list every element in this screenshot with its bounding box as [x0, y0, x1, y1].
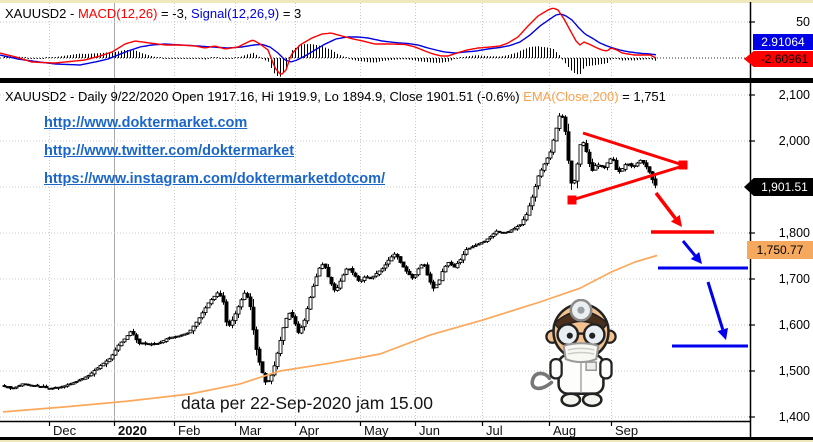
macd-panel-title: XAUUSD2 - MACD(12,26) = -3, Signal(12,26…	[5, 6, 301, 21]
x-axis-month-label: Sep	[615, 423, 639, 438]
macd-value-badge: -2.60961	[744, 51, 813, 67]
bottom-border-line	[0, 437, 813, 440]
ohlc-summary-label: XAUUSD2 - Daily 9/22/2020 Open 1917.16, …	[5, 89, 524, 104]
price-axis-label: 1,800	[778, 225, 810, 240]
instagram-link[interactable]: https://www.instagram.com/doktermarketdo…	[44, 171, 386, 187]
x-axis-month-label: 2020	[118, 423, 147, 438]
annotation-line	[571, 164, 684, 202]
ema-value-label: = 1,751	[618, 89, 666, 104]
price-axis-label: 1,400	[778, 409, 810, 424]
social-links: http://www.doktermarket.com http://www.t…	[44, 115, 385, 199]
x-axis-month-label: May	[364, 423, 389, 438]
main-panel-title: XAUUSD2 - Daily 9/22/2020 Open 1917.16, …	[5, 89, 666, 104]
x-axis-month-label: Apr	[299, 423, 320, 438]
data-timestamp-note: data per 22-Sep-2020 jam 15.00	[181, 393, 433, 413]
x-axis-month-label: Jun	[419, 423, 440, 438]
price-axis-label: 1,500	[778, 363, 810, 378]
ema-price-badge: 1,750.77	[747, 241, 813, 259]
x-axis-month-label: Aug	[553, 423, 577, 438]
price-axis-label: 2,100	[778, 87, 810, 102]
price-axis-label: 1,600	[778, 317, 810, 332]
top-edge-strip	[0, 0, 813, 3]
mascot-tail	[530, 371, 554, 391]
symbol-label: XAUUSD2 -	[5, 6, 78, 21]
annotation-handle	[567, 195, 577, 205]
x-axis-month-label: Mar	[239, 423, 262, 438]
ema200-line	[2, 254, 658, 413]
signal-value-badge: 2.91064	[753, 34, 813, 50]
x-axis-month-label: Feb	[178, 423, 201, 438]
price-axis-label: 1,700	[778, 271, 810, 286]
ema-param-label: EMA(Close,200)	[523, 89, 619, 104]
annotation-handle	[678, 160, 688, 170]
candlestick-series	[2, 112, 658, 391]
x-axis-month-label: Jul	[486, 423, 503, 438]
bottom-edge-strip	[0, 439, 813, 442]
panel-separator	[0, 78, 813, 83]
twitter-link[interactable]: http://www.twitter.com/doktermarket	[44, 143, 295, 159]
signal-param-label: Signal(12,26,9)	[191, 6, 280, 21]
macd-axis-50-label: 50	[796, 15, 810, 29]
x-axis-month-label: Dec	[53, 423, 77, 438]
website-link[interactable]: http://www.doktermarket.com	[44, 115, 248, 131]
macd-value-label: = -3,	[157, 6, 192, 21]
annotation-line	[582, 131, 684, 167]
price-axis-label: 2,000	[778, 133, 810, 148]
last-close-badge: 1,901.51	[744, 178, 813, 196]
doctor-mascot	[530, 299, 617, 408]
signal-value-label: = 3	[279, 6, 302, 21]
macd-param-label: MACD(12,26)	[77, 6, 158, 21]
